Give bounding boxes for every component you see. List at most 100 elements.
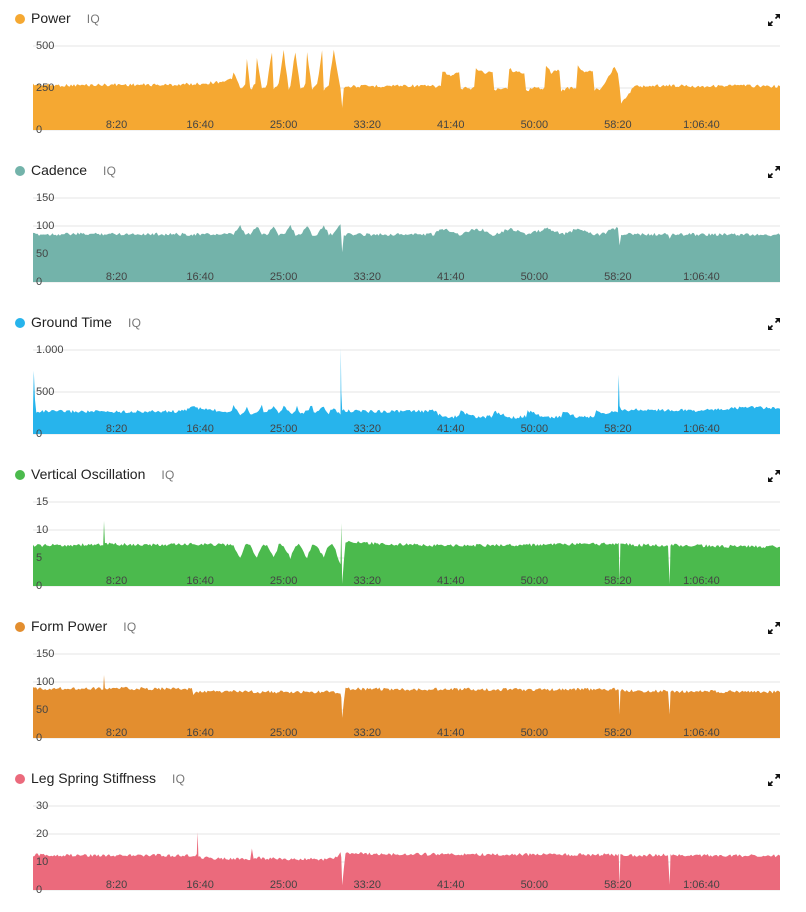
x-tick-label: 41:40: [437, 575, 465, 587]
x-tick-label: 58:20: [604, 119, 632, 131]
iq-label[interactable]: IQ: [172, 772, 186, 786]
chart-title: Form Power IQ: [31, 618, 137, 634]
expand-icon[interactable]: [766, 620, 782, 636]
y-tick-label: 0: [36, 732, 42, 744]
chart-plot: 0 5 10 15 8:20 16:40 25:00 33:20 41:40 50:00 58:20…: [33, 496, 780, 592]
iq-label[interactable]: IQ: [123, 620, 137, 634]
x-tick-label: 41:40: [437, 423, 465, 435]
y-tick-label: 5: [36, 552, 42, 564]
x-tick-label: 1:06:40: [683, 727, 720, 739]
x-tick-label: 33:20: [353, 271, 381, 283]
chart-title-text: Power: [31, 10, 71, 26]
chart-title: Leg Spring Stiffness IQ: [31, 770, 185, 786]
chart-plot: 0 250 500 8:20 16:40 25:00 33:20 41:40 50:00 58:2…: [33, 40, 780, 136]
x-tick-label: 58:20: [604, 575, 632, 587]
series-area: [33, 49, 780, 130]
expand-icon[interactable]: [766, 12, 782, 28]
x-tick-label: 33:20: [353, 879, 381, 891]
x-tick-label: 1:06:40: [683, 119, 720, 131]
chart-panel: Ground Time IQ 0 500 1.000 8:20 16:40 25:00 33:2…: [0, 304, 806, 456]
x-tick-label: 50:00: [521, 423, 549, 435]
chart-plot: 0 50 100 150 8:20 16:40 25:00 33:20 41:40 50:00 58…: [33, 192, 780, 288]
x-tick-label: 33:20: [353, 575, 381, 587]
legend-dot: [15, 166, 25, 176]
x-tick-label: 50:00: [521, 575, 549, 587]
y-tick-label: 20: [36, 828, 48, 840]
chart-plot: 0 50 100 150 8:20 16:40 25:00 33:20 41:40 50:00 58…: [33, 648, 780, 744]
chart-title-text: Ground Time: [31, 314, 112, 330]
x-tick-label: 58:20: [604, 879, 632, 891]
legend-dot: [15, 14, 25, 24]
x-tick-label: 41:40: [437, 119, 465, 131]
chart-title-text: Leg Spring Stiffness: [31, 770, 157, 786]
x-tick-label: 1:06:40: [683, 879, 720, 891]
y-tick-label: 0: [36, 428, 42, 440]
chart-panel: Power IQ 0 250 500 8:20 16:40 25:00 33:20 41:40 50…: [0, 0, 806, 152]
x-tick-label: 58:20: [604, 423, 632, 435]
chart-panel: Vertical Oscillation IQ 0 5 10 15 8:20 16:40 25:…: [0, 456, 806, 608]
chart-panel: Leg Spring Stiffness IQ 0 10 20 30 8:20 16:40 25…: [0, 760, 806, 912]
expand-icon[interactable]: [766, 468, 782, 484]
iq-label[interactable]: IQ: [103, 164, 117, 178]
x-tick-label: 33:20: [353, 727, 381, 739]
x-tick-label: 25:00: [270, 271, 298, 283]
x-tick-label: 25:00: [270, 423, 298, 435]
x-tick-label: 8:20: [106, 271, 127, 283]
series-area: [33, 224, 780, 282]
x-tick-label: 8:20: [106, 727, 127, 739]
x-tick-label: 16:40: [186, 119, 214, 131]
x-tick-label: 1:06:40: [683, 423, 720, 435]
x-tick-label: 50:00: [521, 271, 549, 283]
x-tick-label: 25:00: [270, 727, 298, 739]
chart-panel: Form Power IQ 0 50 100 150 8:20 16:40 25:00 33:20…: [0, 608, 806, 760]
x-tick-label: 8:20: [106, 119, 127, 131]
series-area: [33, 675, 780, 738]
chart-title-text: Vertical Oscillation: [31, 466, 146, 482]
y-tick-label: 1.000: [36, 344, 64, 356]
legend-dot: [15, 622, 25, 632]
iq-label[interactable]: IQ: [86, 12, 100, 26]
chart-plot: 0 500 1.000 8:20 16:40 25:00 33:20 41:40 50:00 58…: [33, 344, 780, 440]
x-tick-label: 50:00: [521, 879, 549, 891]
chart-title: Vertical Oscillation IQ: [31, 466, 175, 482]
chart-title: Power IQ: [31, 10, 100, 26]
expand-icon[interactable]: [766, 164, 782, 180]
x-tick-label: 16:40: [186, 575, 214, 587]
expand-icon[interactable]: [766, 772, 782, 788]
chart-title: Cadence IQ: [31, 162, 116, 178]
x-tick-label: 1:06:40: [683, 271, 720, 283]
y-tick-label: 10: [36, 856, 48, 868]
series-area: [33, 348, 780, 434]
y-tick-label: 0: [36, 580, 42, 592]
chart-plot: 0 10 20 30 8:20 16:40 25:00 33:20 41:40 50:00 58:2…: [33, 800, 780, 896]
y-tick-label: 100: [36, 220, 54, 232]
y-tick-label: 0: [36, 124, 42, 136]
x-tick-label: 25:00: [270, 119, 298, 131]
y-tick-label: 500: [36, 386, 54, 398]
series-area: [33, 520, 780, 586]
legend-dot: [15, 774, 25, 784]
y-tick-label: 50: [36, 704, 48, 716]
x-tick-label: 8:20: [106, 423, 127, 435]
expand-icon[interactable]: [766, 316, 782, 332]
y-tick-label: 150: [36, 192, 54, 204]
x-tick-label: 33:20: [353, 423, 381, 435]
y-tick-label: 100: [36, 676, 54, 688]
x-tick-label: 25:00: [270, 575, 298, 587]
chart-title: Ground Time IQ: [31, 314, 141, 330]
chart-title-text: Form Power: [31, 618, 108, 634]
series-area: [33, 832, 780, 890]
x-tick-label: 50:00: [521, 119, 549, 131]
x-tick-label: 16:40: [186, 423, 214, 435]
y-tick-label: 0: [36, 884, 42, 896]
legend-dot: [15, 318, 25, 328]
y-tick-label: 250: [36, 82, 54, 94]
iq-label[interactable]: IQ: [127, 316, 142, 330]
y-tick-label: 30: [36, 800, 48, 812]
chart-title-text: Cadence: [31, 162, 88, 178]
iq-label[interactable]: IQ: [161, 468, 175, 482]
x-tick-label: 1:06:40: [683, 575, 720, 587]
x-tick-label: 16:40: [186, 271, 214, 283]
x-tick-label: 8:20: [106, 879, 127, 891]
x-tick-label: 8:20: [106, 575, 127, 587]
